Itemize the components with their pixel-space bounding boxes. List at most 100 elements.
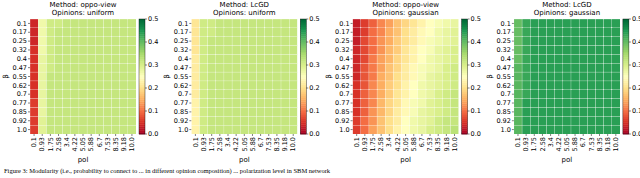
y-axis-label: β bbox=[163, 74, 171, 78]
heatmap-cell bbox=[95, 63, 103, 72]
heatmap-cell bbox=[30, 125, 38, 134]
heatmap-cell bbox=[216, 72, 224, 81]
heatmap-cell bbox=[442, 81, 450, 90]
heatmap-cell bbox=[612, 81, 620, 90]
heatmap-cell bbox=[103, 107, 111, 116]
y-tick bbox=[351, 58, 353, 59]
heatmap-cell bbox=[361, 116, 369, 125]
heatmap-cell bbox=[393, 46, 401, 55]
heatmap-cell bbox=[434, 107, 442, 116]
heatmap-cell bbox=[442, 54, 450, 63]
heatmap-cell bbox=[289, 19, 297, 28]
colorbar-tick-label: 0.0 bbox=[632, 130, 640, 138]
heatmap-cell bbox=[224, 63, 232, 72]
y-tick bbox=[512, 41, 514, 42]
colorbar-tick bbox=[468, 134, 470, 135]
heatmap-cell bbox=[79, 63, 87, 72]
heatmap-cell bbox=[538, 63, 546, 72]
heatmap-cell bbox=[232, 99, 240, 108]
y-tick bbox=[189, 49, 191, 50]
heatmap-cell bbox=[257, 99, 265, 108]
heatmap-cell bbox=[612, 54, 620, 63]
y-tick bbox=[512, 129, 514, 130]
heatmap-cell bbox=[38, 107, 46, 116]
heatmap-cell bbox=[281, 28, 289, 37]
heatmap-cell bbox=[377, 37, 385, 46]
heatmap-cell bbox=[128, 46, 136, 55]
x-tick-label: 6.7 bbox=[96, 137, 104, 147]
heatmap-cell bbox=[530, 99, 538, 108]
heatmap-cell bbox=[232, 28, 240, 37]
heatmap-cell bbox=[410, 63, 418, 72]
heatmap-cell bbox=[95, 90, 103, 99]
heatmap-cell bbox=[604, 99, 612, 108]
heatmap-cell bbox=[54, 81, 62, 90]
heatmap-cell bbox=[514, 37, 522, 46]
y-tick bbox=[28, 32, 30, 33]
heatmap-cell bbox=[208, 99, 216, 108]
heatmap-cell bbox=[71, 99, 79, 108]
y-tick bbox=[351, 49, 353, 50]
heatmap-cell bbox=[522, 54, 530, 63]
y-tick-label: 0.17 bbox=[335, 28, 349, 36]
heatmap-cell bbox=[385, 116, 393, 125]
heatmap-cell bbox=[353, 90, 361, 99]
heatmap-cell bbox=[612, 28, 620, 37]
x-tick-label: 3.4 bbox=[63, 137, 71, 147]
heatmap-cell bbox=[54, 116, 62, 125]
heatmap-cell bbox=[579, 116, 587, 125]
heatmap-cell bbox=[571, 28, 579, 37]
colorbar-tick bbox=[306, 19, 308, 20]
heatmap-cell bbox=[530, 116, 538, 125]
heatmap-cell bbox=[418, 19, 426, 28]
heatmap-cell bbox=[273, 90, 281, 99]
heatmap-cell bbox=[289, 37, 297, 46]
heatmap-cell bbox=[248, 99, 256, 108]
y-tick-label: 0.32 bbox=[335, 46, 349, 54]
heatmap-cell bbox=[199, 54, 207, 63]
heatmap-cell bbox=[265, 19, 273, 28]
heatmap-cell bbox=[393, 90, 401, 99]
x-tick-label: 2.58 bbox=[55, 137, 63, 151]
x-axis-label: pol bbox=[78, 156, 89, 164]
heatmap-cell bbox=[224, 28, 232, 37]
heatmap-cell bbox=[191, 37, 199, 46]
heatmap-cell bbox=[402, 46, 410, 55]
subtitle: Opinions: uniform bbox=[213, 9, 276, 17]
heatmap-cell bbox=[434, 125, 442, 134]
heatmap-cell bbox=[547, 46, 555, 55]
y-tick-label: 0.1 bbox=[339, 20, 349, 28]
heatmap-cell bbox=[587, 54, 595, 63]
heatmap-cell bbox=[426, 90, 434, 99]
x-tick-label: 1.75 bbox=[369, 137, 377, 151]
colorbar-tick bbox=[629, 88, 631, 89]
heatmap-cell bbox=[450, 72, 458, 81]
x-tick bbox=[421, 134, 422, 136]
heatmap-cell bbox=[369, 116, 377, 125]
heatmap-cell bbox=[418, 116, 426, 125]
heatmap-cell bbox=[63, 99, 71, 108]
heatmap-cell bbox=[103, 81, 111, 90]
x-tick-label: 7.53 bbox=[104, 137, 112, 151]
cells bbox=[30, 19, 136, 134]
heatmap-cell bbox=[595, 125, 603, 134]
heatmap-cell bbox=[224, 116, 232, 125]
heatmap-cell bbox=[385, 81, 393, 90]
heatmap-cell bbox=[612, 19, 620, 28]
heatmap-cell bbox=[87, 46, 95, 55]
heatmap-cell bbox=[410, 90, 418, 99]
heatmap-cell bbox=[71, 63, 79, 72]
heatmap-cell bbox=[547, 37, 555, 46]
heatmap-cell bbox=[514, 116, 522, 125]
colorbar-tick bbox=[306, 42, 308, 43]
heatmap-cell bbox=[265, 99, 273, 108]
heatmap-cell bbox=[87, 19, 95, 28]
heatmap-cell bbox=[216, 28, 224, 37]
colorbar-tick bbox=[306, 111, 308, 112]
heatmap-cell bbox=[30, 46, 38, 55]
heatmap-cell bbox=[604, 54, 612, 63]
y-tick bbox=[189, 111, 191, 112]
heatmap-cell bbox=[538, 28, 546, 37]
x-tick-label: 3.4 bbox=[224, 137, 232, 147]
heatmap-cell bbox=[54, 90, 62, 99]
